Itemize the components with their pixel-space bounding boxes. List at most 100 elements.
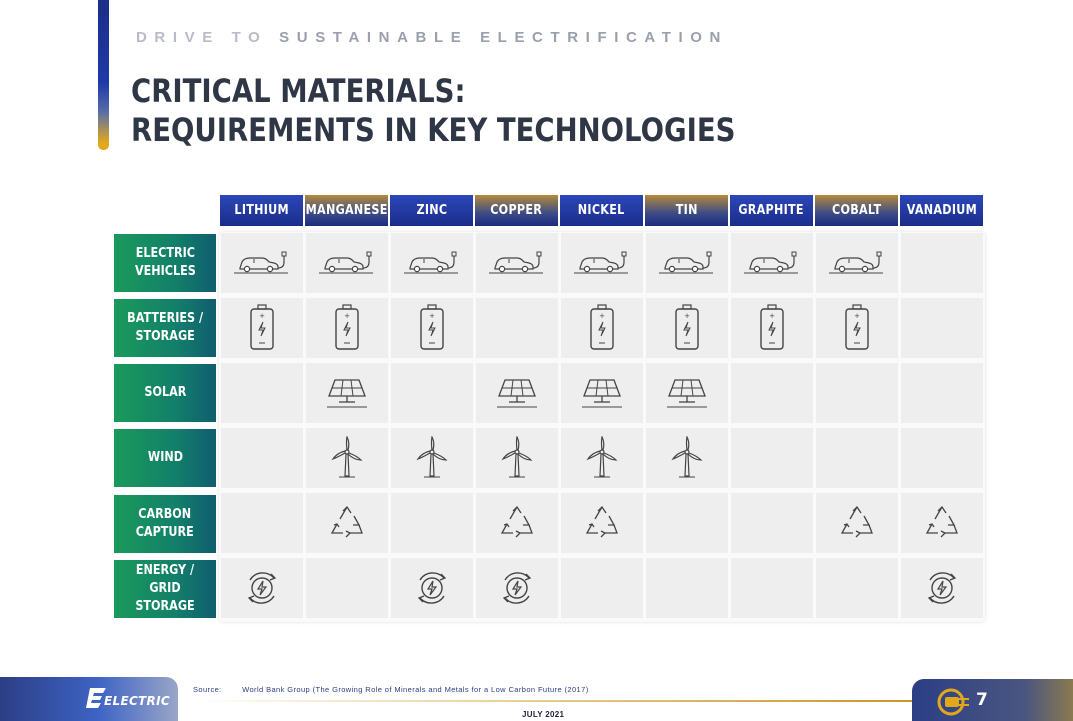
svg-text:+: +: [259, 312, 265, 320]
source-note: Source: World Bank Group (The Growing Ro…: [193, 685, 589, 694]
matrix-cell: [391, 428, 473, 488]
title-line1: CRITICAL MATERIALS:: [131, 72, 466, 110]
wind-turbine-icon: [670, 436, 704, 480]
electric-car-icon: [402, 248, 462, 278]
column-header-vanadium: VANADIUM: [900, 195, 983, 226]
matrix-cell: +: [561, 298, 643, 358]
matrix-cell: [646, 428, 728, 488]
solar-panel-icon: [665, 376, 709, 410]
source-label: Source:: [193, 685, 222, 694]
matrix-cell: [561, 428, 643, 488]
column-header-label: COPPER: [490, 203, 543, 218]
row-header-electric-vehicles: ELECTRIC VEHICLES: [114, 234, 216, 292]
matrix-cell: [901, 428, 983, 488]
matrix-cell: [476, 298, 558, 358]
electric-car-icon: [572, 248, 632, 278]
matrix-grid: [219, 232, 985, 622]
solar-panel-icon: [325, 376, 369, 410]
electric-car-icon: [232, 248, 292, 278]
column-header-lithium: LITHIUM: [220, 195, 303, 226]
matrix-cell: [816, 233, 898, 293]
matrix-cell: [476, 428, 558, 488]
matrix-cell: [476, 558, 558, 618]
row-header-label: BATTERIES / STORAGE: [127, 311, 203, 344]
row-header-batteries-storage: BATTERIES / STORAGE: [114, 299, 216, 357]
battery-icon: +: [757, 304, 787, 352]
recycle-icon: [328, 505, 366, 541]
column-header-label: VANADIUM: [906, 203, 977, 218]
electric-car-icon: [827, 248, 887, 278]
matrix-cell: [306, 428, 388, 488]
matrix-cell: [561, 363, 643, 423]
row-header-wind: WIND: [114, 429, 216, 487]
column-header-cobalt: COBALT: [815, 195, 898, 226]
column-header-label: MANGANESE: [305, 203, 388, 218]
matrix-cell: [816, 558, 898, 618]
matrix-cell: [816, 428, 898, 488]
wind-turbine-icon: [415, 436, 449, 480]
electric-car-icon: [657, 248, 717, 278]
column-header-label: COBALT: [831, 203, 882, 218]
battery-icon: +: [247, 304, 277, 352]
energy-cycle-icon: [411, 568, 453, 608]
matrix-cell: [221, 428, 303, 488]
footer-date: JULY 2021: [522, 710, 565, 719]
source-text: World Bank Group (The Growing Role of Mi…: [242, 685, 589, 694]
matrix-cell: [391, 493, 473, 553]
matrix-cell: [561, 233, 643, 293]
matrix-cell: [391, 233, 473, 293]
electric-car-icon: [742, 248, 802, 278]
column-header-label: ZINC: [416, 203, 447, 218]
matrix-cell: [391, 363, 473, 423]
svg-text:+: +: [769, 312, 775, 320]
matrix-cell: [221, 493, 303, 553]
battery-icon: +: [842, 304, 872, 352]
column-header-label: NICKEL: [578, 203, 625, 218]
energy-cycle-icon: [921, 568, 963, 608]
wind-turbine-icon: [330, 436, 364, 480]
matrix-cell: [816, 363, 898, 423]
matrix-cell: [561, 493, 643, 553]
battery-icon: +: [332, 304, 362, 352]
matrix-cell: [391, 558, 473, 618]
matrix-cell: [901, 363, 983, 423]
column-header-label: TIN: [675, 203, 698, 218]
svg-text:+: +: [344, 312, 350, 320]
column-header-graphite: GRAPHITE: [730, 195, 813, 226]
matrix-cell: [731, 493, 813, 553]
matrix-cell: [561, 558, 643, 618]
row-header-label: SOLAR: [144, 385, 186, 400]
battery-icon: +: [417, 304, 447, 352]
plug-emblem-icon: [937, 688, 969, 716]
matrix-cell: +: [816, 298, 898, 358]
column-header-label: LITHIUM: [234, 203, 289, 218]
electric-car-icon: [317, 248, 377, 278]
matrix-cell: [901, 493, 983, 553]
row-header-label: ENERGY / GRID STORAGE: [135, 563, 195, 614]
electric-car-icon: [487, 248, 547, 278]
column-header-tin: TIN: [645, 195, 728, 226]
recycle-icon: [923, 505, 961, 541]
matrix-cell: [476, 493, 558, 553]
row-header-energy-grid-storage: ENERGY / GRID STORAGE: [114, 560, 216, 618]
matrix-cell: [306, 233, 388, 293]
recycle-icon: [838, 505, 876, 541]
matrix-cell: [476, 363, 558, 423]
recycle-icon: [498, 505, 536, 541]
matrix-cell: [816, 493, 898, 553]
battery-icon: +: [672, 304, 702, 352]
row-header-carbon-capture: CARBON CAPTURE: [114, 495, 216, 553]
matrix-cell: [221, 558, 303, 618]
section-kicker: DRIVE TO SUSTAINABLE ELECTRIFICATION: [136, 29, 728, 46]
matrix-cell: [901, 233, 983, 293]
matrix-cell: +: [391, 298, 473, 358]
matrix-cell: [646, 558, 728, 618]
energy-cycle-icon: [241, 568, 283, 608]
matrix-cell: [731, 428, 813, 488]
energy-cycle-icon: [496, 568, 538, 608]
matrix-cell: +: [731, 298, 813, 358]
matrix-cell: [306, 493, 388, 553]
matrix-cell: [731, 363, 813, 423]
page-title: CRITICAL MATERIALS: REQUIREMENTS IN KEY …: [131, 72, 735, 150]
solar-panel-icon: [580, 376, 624, 410]
